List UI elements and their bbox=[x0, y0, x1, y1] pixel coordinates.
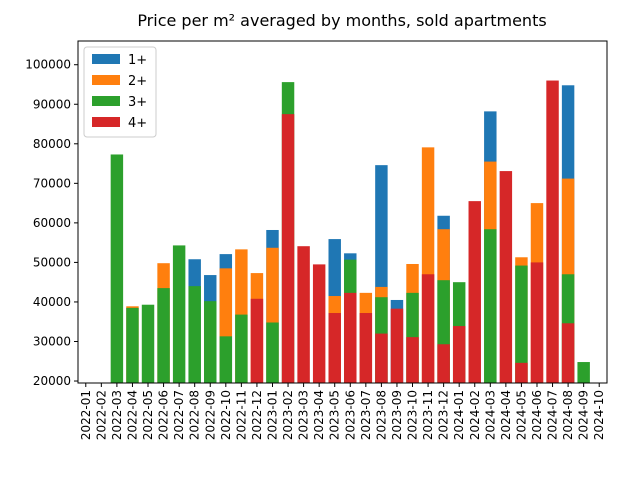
bar bbox=[484, 229, 497, 383]
x-tick-label: 2023-02 bbox=[281, 390, 295, 440]
legend-label: 3+ bbox=[128, 95, 147, 110]
x-tick-label: 2024-03 bbox=[483, 390, 497, 440]
y-tick-label: 90000 bbox=[33, 97, 71, 111]
x-tick-label: 2022-10 bbox=[219, 390, 233, 440]
chart-title: Price per m² averaged by months, sold ap… bbox=[137, 11, 546, 30]
bar bbox=[452, 326, 466, 383]
bar bbox=[328, 313, 341, 383]
legend-swatch bbox=[92, 54, 120, 64]
x-tick-label: 2022-05 bbox=[141, 390, 155, 440]
legend-swatch bbox=[92, 117, 120, 127]
x-tick-label: 2024-01 bbox=[452, 390, 466, 440]
x-tick-label: 2022-08 bbox=[188, 390, 202, 440]
bar bbox=[141, 304, 155, 383]
bar bbox=[390, 308, 404, 383]
y-tick-label: 80000 bbox=[33, 137, 71, 151]
x-tick-label: 2022-06 bbox=[157, 390, 171, 440]
bar bbox=[546, 80, 559, 384]
x-tick-label: 2023-01 bbox=[265, 390, 279, 440]
bar bbox=[235, 314, 248, 383]
bar bbox=[515, 362, 528, 383]
bar bbox=[126, 307, 139, 383]
x-tick-label: 2024-04 bbox=[499, 390, 513, 440]
x-tick-label: 2022-03 bbox=[110, 390, 124, 440]
bar bbox=[406, 337, 419, 383]
bar bbox=[250, 298, 264, 383]
x-tick-label: 2024-10 bbox=[592, 390, 606, 440]
y-tick-label: 40000 bbox=[33, 295, 71, 309]
bar bbox=[157, 288, 170, 383]
x-tick-label: 2023-06 bbox=[343, 390, 357, 440]
bar bbox=[437, 344, 450, 383]
x-tick-label: 2023-08 bbox=[374, 390, 388, 440]
bar bbox=[188, 286, 201, 383]
bar bbox=[375, 333, 388, 383]
bar bbox=[577, 362, 590, 383]
y-tick-label: 70000 bbox=[33, 176, 71, 190]
x-tick-label: 2024-06 bbox=[530, 390, 544, 440]
x-tick-label: 2023-04 bbox=[312, 390, 326, 440]
x-tick-label: 2023-05 bbox=[328, 390, 342, 440]
bar bbox=[266, 322, 279, 383]
legend-label: 4+ bbox=[128, 116, 147, 131]
y-tick-label: 20000 bbox=[33, 374, 71, 388]
legend-box bbox=[83, 46, 157, 138]
bar bbox=[561, 323, 575, 383]
bar bbox=[312, 264, 326, 383]
x-tick-label: 2023-03 bbox=[297, 390, 311, 440]
x-tick-label: 2024-09 bbox=[577, 390, 591, 440]
y-tick-label: 100000 bbox=[25, 58, 71, 72]
y-tick-label: 60000 bbox=[33, 216, 71, 230]
x-tick-label: 2022-02 bbox=[94, 390, 108, 440]
y-tick-label: 30000 bbox=[33, 334, 71, 348]
x-tick-label: 2023-10 bbox=[406, 390, 420, 440]
x-tick-label: 2024-07 bbox=[546, 390, 560, 440]
bar bbox=[110, 154, 124, 383]
x-tick-label: 2022-11 bbox=[234, 390, 248, 440]
x-tick-label: 2024-08 bbox=[561, 390, 575, 440]
bar bbox=[359, 313, 373, 383]
legend-label: 1+ bbox=[128, 53, 147, 68]
bar bbox=[172, 245, 186, 383]
bar bbox=[468, 201, 481, 383]
x-tick-label: 2022-12 bbox=[250, 390, 264, 440]
legend-swatch bbox=[92, 75, 120, 85]
x-tick-label: 2023-12 bbox=[437, 390, 451, 440]
x-tick-label: 2022-04 bbox=[125, 390, 139, 440]
y-tick-label: 50000 bbox=[33, 255, 71, 269]
x-tick-label: 2024-02 bbox=[468, 390, 482, 440]
bar bbox=[530, 262, 544, 383]
bar bbox=[515, 265, 528, 383]
bar bbox=[297, 246, 310, 383]
legend-swatch bbox=[92, 96, 120, 106]
x-tick-label: 2024-05 bbox=[514, 390, 528, 440]
x-tick-label: 2022-09 bbox=[203, 390, 217, 440]
legend-label: 2+ bbox=[128, 74, 147, 89]
bar bbox=[499, 171, 513, 383]
bar bbox=[281, 114, 295, 384]
bar bbox=[204, 301, 217, 383]
x-tick-label: 2023-09 bbox=[390, 390, 404, 440]
x-tick-label: 2023-11 bbox=[421, 390, 435, 440]
bar bbox=[421, 274, 435, 383]
x-tick-label: 2022-01 bbox=[79, 390, 93, 440]
bar bbox=[219, 336, 233, 383]
bar bbox=[344, 292, 357, 383]
x-tick-label: 2022-07 bbox=[172, 390, 186, 440]
x-tick-label: 2023-07 bbox=[359, 390, 373, 440]
plot-frame bbox=[77, 40, 608, 384]
